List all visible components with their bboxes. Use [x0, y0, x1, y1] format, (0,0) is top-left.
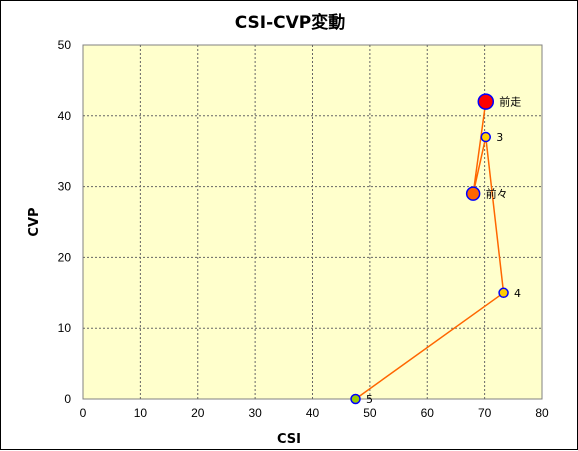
x-tick-label: 10 — [134, 406, 148, 420]
x-tick-label: 30 — [248, 406, 262, 420]
grid-lines — [83, 45, 542, 399]
y-tick-label: 20 — [58, 250, 72, 264]
point-label: 3 — [496, 131, 503, 144]
y-axis-label: CVP — [27, 207, 42, 236]
point-label: 前々 — [486, 187, 508, 201]
y-tick-label: 0 — [64, 392, 71, 406]
point-label: 前走 — [499, 95, 521, 109]
x-axis-label: CSI — [277, 432, 301, 447]
x-tick-label: 60 — [421, 406, 435, 420]
x-tick-label: 40 — [306, 406, 320, 420]
tick-labels: 0 10 20 30 40 50 60 70 80 0 10 20 30 40 50 — [58, 38, 549, 420]
data-point — [480, 131, 492, 143]
data-point — [477, 93, 495, 110]
y-tick-label: 10 — [58, 321, 72, 335]
y-tick-label: 40 — [58, 109, 72, 123]
x-tick-label: 50 — [363, 406, 377, 420]
chart-title: CSI-CVP変動 — [235, 12, 346, 33]
x-tick-label: 80 — [535, 406, 549, 420]
data-point — [350, 393, 361, 405]
point-label: 4 — [514, 287, 521, 300]
data-points: 5 4 3 前々 前走 — [350, 93, 521, 406]
y-tick-label: 30 — [58, 180, 72, 194]
data-point — [465, 186, 481, 201]
x-tick-label: 70 — [478, 406, 492, 420]
data-point — [498, 287, 509, 299]
y-tick-label: 50 — [58, 38, 72, 52]
point-label: 5 — [366, 393, 373, 406]
x-tick-label: 20 — [191, 406, 205, 420]
x-tick-label: 0 — [80, 406, 87, 420]
